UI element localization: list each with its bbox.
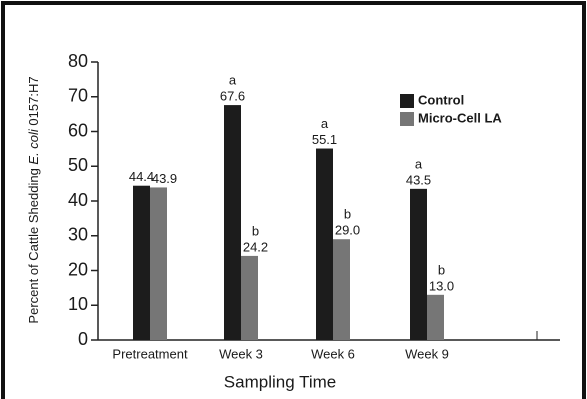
- bar: [150, 187, 167, 340]
- value-label: 67.6: [220, 89, 245, 104]
- y-tick-label: 20: [68, 259, 88, 279]
- x-axis-label: Sampling Time: [224, 372, 336, 391]
- x-tick-label: Week 3: [219, 346, 263, 361]
- y-tick-label: 10: [68, 294, 88, 314]
- y-tick-label: 40: [68, 190, 88, 210]
- y-label-part: 0157:H7: [26, 76, 41, 129]
- value-label: 24.2: [243, 239, 268, 254]
- significance-letter: a: [229, 73, 237, 88]
- value-label: 13.0: [429, 278, 454, 293]
- y-tick-label: 60: [68, 120, 88, 140]
- bar: [427, 294, 444, 340]
- bar: [241, 255, 258, 340]
- legend-label: Control: [418, 92, 464, 107]
- y-axis-label: Percent of Cattle Shedding E. coli 0157:…: [26, 76, 41, 323]
- significance-letter: b: [438, 262, 445, 277]
- legend-swatch: [400, 112, 414, 126]
- y-tick-label: 30: [68, 225, 88, 245]
- value-label: 43.5: [406, 172, 431, 187]
- y-label-part: Percent of Cattle Shedding: [26, 165, 41, 324]
- bar: [133, 185, 150, 340]
- y-tick-label: 80: [68, 51, 88, 71]
- x-tick-label: Pretreatment: [112, 346, 188, 361]
- significance-letter: b: [252, 223, 259, 238]
- value-label: 44.4: [129, 169, 154, 184]
- legend-label: Micro-Cell LA: [418, 110, 502, 125]
- bar: [316, 148, 333, 340]
- bar: [333, 239, 350, 340]
- x-tick-label: Week 6: [311, 346, 355, 361]
- x-tick-label: Week 9: [405, 346, 449, 361]
- value-label: 55.1: [312, 132, 337, 147]
- y-tick-label: 70: [68, 86, 88, 106]
- significance-letter: a: [321, 116, 329, 131]
- y-label-part: E. coli: [26, 128, 41, 165]
- bar: [410, 188, 427, 340]
- significance-letter: b: [344, 207, 351, 222]
- value-label: 29.0: [335, 223, 360, 238]
- y-tick-label: 50: [68, 155, 88, 175]
- legend-swatch: [400, 94, 414, 108]
- significance-letter: a: [415, 156, 423, 171]
- value-label: 43.9: [152, 171, 177, 186]
- y-tick-label: 0: [78, 329, 88, 349]
- bar: [224, 105, 241, 340]
